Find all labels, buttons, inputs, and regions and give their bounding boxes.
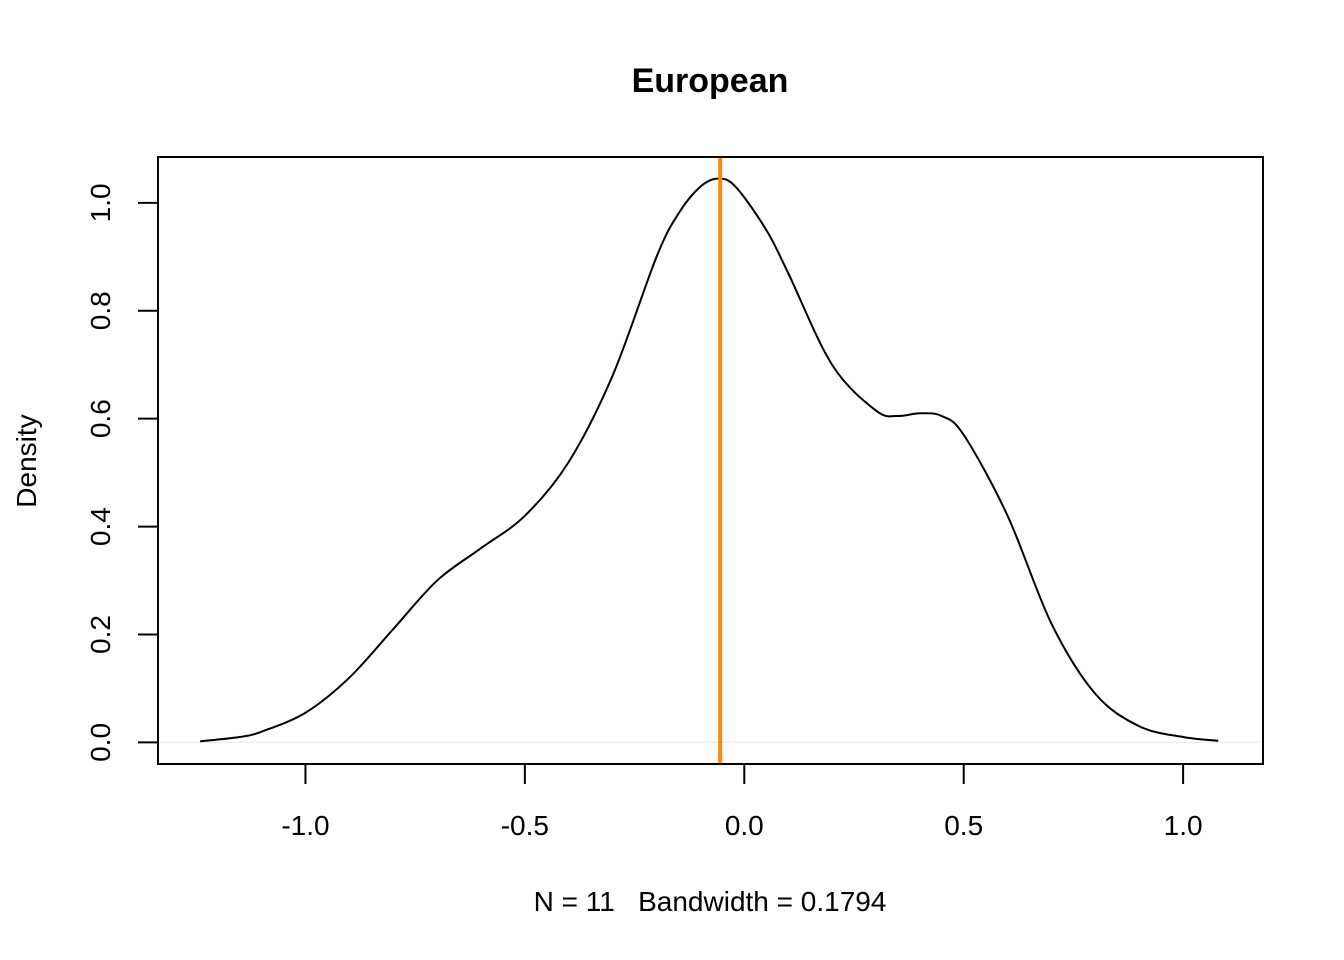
plot-frame (157, 156, 1264, 765)
chart-title: European (632, 62, 789, 100)
y-axis: 0.0 0.2 0.4 0.6 0.8 1.0 (85, 183, 159, 762)
y-tick-label: 0.0 (85, 723, 116, 762)
y-tick-label: 1.0 (85, 183, 116, 222)
y-tick-label: 0.8 (85, 291, 116, 330)
density-curve (200, 177, 1219, 743)
y-axis-label: Density (11, 414, 42, 507)
x-tick-label: 1.0 (1164, 810, 1203, 841)
x-axis-label: N = 11 Bandwidth = 0.1794 (534, 886, 887, 917)
x-tick-label: -1.0 (281, 810, 329, 841)
x-tick-label: 0.5 (944, 810, 983, 841)
x-axis: -1.0 -0.5 0.0 0.5 1.0 (281, 763, 1203, 841)
y-tick-label: 0.2 (85, 615, 116, 654)
x-tick-label: -0.5 (501, 810, 549, 841)
x-tick-label: 0.0 (725, 810, 764, 841)
y-tick-label: 0.4 (85, 507, 116, 546)
y-tick-label: 0.6 (85, 399, 116, 438)
